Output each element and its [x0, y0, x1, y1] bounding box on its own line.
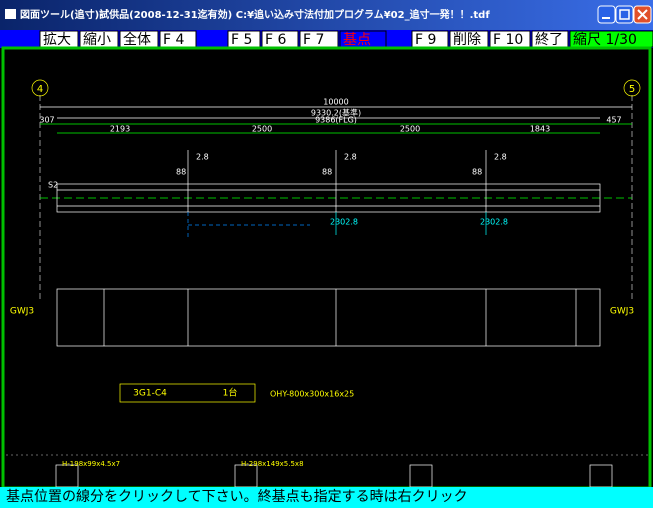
mark-label: 88	[176, 168, 186, 177]
mark-label: 88	[472, 168, 482, 177]
grid-label: 5	[629, 84, 635, 95]
toolbar-label: 縮尺 1/30	[573, 32, 637, 48]
minimize-button[interactable]	[598, 6, 615, 23]
dimension-label: 10000	[323, 98, 348, 107]
mark-label: 2.8	[344, 153, 357, 162]
toolbar-label: 縮小	[83, 32, 111, 48]
mark-label: 2302.8	[330, 218, 358, 227]
dimension-label: 2500	[400, 125, 420, 134]
toolbar-label: F 5	[231, 32, 252, 48]
detail-label: H-298x149x5.5x8	[241, 460, 304, 468]
app-window: 図面ツール(追寸)試供品(2008-12-31迄有効) C:¥追い込み寸法付加プ…	[0, 0, 653, 508]
section: OHY-800x300x16x25	[270, 390, 354, 399]
piece-mark: 3G1-C4	[133, 389, 167, 399]
window-title: 図面ツール(追寸)試供品(2008-12-31迄有効) C:¥追い込み寸法付加プ…	[20, 8, 490, 21]
toolbar-label: F 6	[265, 32, 287, 48]
toolbar-label: 基点	[343, 31, 371, 48]
mark-label: 2302.8	[480, 218, 508, 227]
mark-label: 2.8	[494, 153, 507, 162]
dimension-label: 2500	[252, 125, 272, 134]
window-controls	[598, 6, 651, 23]
joint-label: GWJ3	[610, 307, 634, 317]
grid-label: 4	[37, 84, 43, 95]
app-icon	[5, 9, 16, 19]
maximize-button[interactable]	[616, 6, 633, 23]
toolbar-label: 拡大	[43, 32, 71, 48]
dimension-label: 307	[39, 116, 54, 125]
dimension-label: 9386(FLG)	[315, 116, 357, 125]
toolbar-label: 全体	[123, 31, 151, 48]
toolbar-label: F 4	[163, 32, 185, 48]
joint-label: GWJ3	[10, 307, 34, 317]
dimension-label: 457	[606, 116, 621, 125]
toolbar-label: F 7	[303, 32, 324, 48]
toolbar-label: 終了	[535, 32, 563, 48]
mark-label: 2.8	[196, 153, 209, 162]
toolbar-label: F 10	[493, 32, 523, 48]
toolbar-label: 削除	[453, 32, 481, 48]
dimension-label: 2193	[110, 125, 130, 134]
page: {"window": {"title": "図面ツール(追寸)試供品(2008-…	[0, 0, 653, 508]
mark-label: 88	[322, 168, 332, 177]
detail-label: H-198x99x4.5x7	[62, 460, 120, 468]
quantity: 1台	[223, 387, 238, 399]
status-text: 基点位置の線分をクリックして下さい。終基点も指定する時は右クリック	[6, 488, 468, 505]
toolbar-label: F 9	[415, 32, 436, 48]
dimension-label: 1843	[530, 125, 550, 134]
mark-label: S2	[48, 181, 58, 190]
